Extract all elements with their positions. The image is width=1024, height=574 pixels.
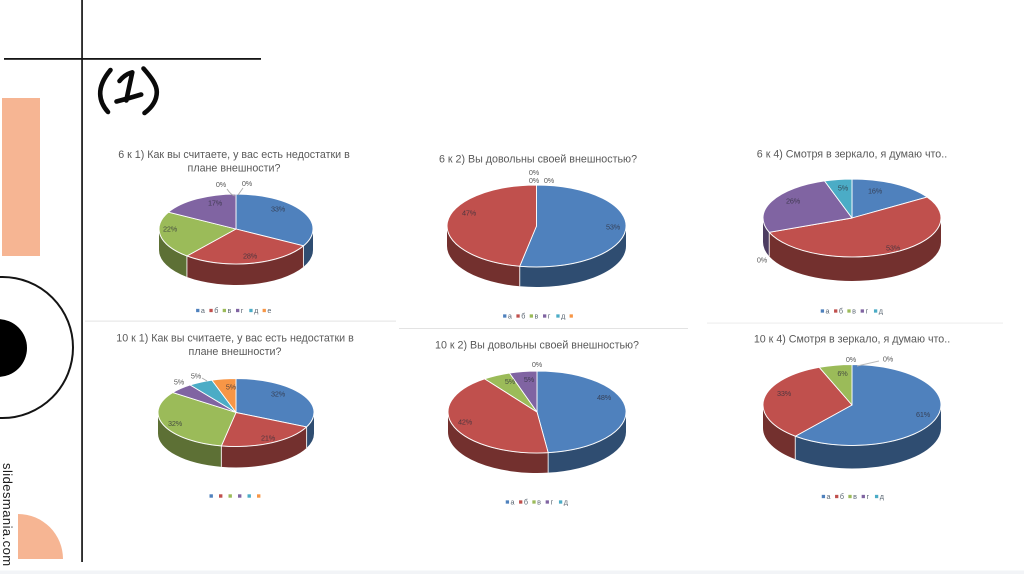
svg-text:28%: 28% (243, 252, 258, 261)
svg-text:в: в (535, 312, 539, 321)
svg-text:32%: 32% (271, 390, 286, 399)
svg-text:0%: 0% (529, 176, 540, 185)
svg-text:б: б (840, 492, 844, 501)
svg-text:д: д (561, 312, 566, 321)
svg-text:д: д (254, 306, 259, 315)
svg-text:6 к 1) Как вы считаете, у вас: 6 к 1) Как вы считаете, у вас есть недос… (118, 149, 350, 161)
svg-text:б: б (839, 307, 843, 316)
svg-text:16%: 16% (868, 187, 883, 196)
svg-text:0%: 0% (883, 355, 894, 364)
svg-text:32%: 32% (168, 419, 183, 428)
svg-text:48%: 48% (597, 393, 612, 402)
svg-text:21%: 21% (261, 434, 276, 443)
svg-text:10 к 1) Как вы считаете, у вас: 10 к 1) Как вы считаете, у вас есть недо… (116, 333, 354, 345)
svg-text:slidesmania.com: slidesmania.com (0, 463, 15, 567)
svg-text:0%: 0% (544, 176, 555, 185)
svg-text:6 к 4) Смотря в зеркало, я дум: 6 к 4) Смотря в зеркало, я думаю что.. (757, 149, 947, 161)
svg-text:е: е (267, 306, 271, 315)
svg-text:плане внешности?: плане внешности? (188, 163, 281, 175)
svg-text:33%: 33% (777, 389, 792, 398)
svg-text:г: г (548, 312, 551, 321)
svg-text:47%: 47% (462, 209, 477, 218)
svg-text:плане внешности?: плане внешности? (189, 346, 282, 358)
svg-text:17%: 17% (208, 199, 223, 208)
svg-text:д: д (880, 492, 885, 501)
svg-text:д: д (879, 307, 884, 316)
svg-text:42%: 42% (458, 418, 473, 427)
svg-text:а: а (827, 492, 831, 501)
svg-text:в: в (853, 492, 857, 501)
svg-text:26%: 26% (786, 197, 801, 206)
svg-text:в: в (537, 498, 541, 507)
svg-text:г: г (865, 307, 868, 316)
svg-text:0%: 0% (216, 180, 227, 189)
svg-text:0%: 0% (529, 168, 540, 177)
svg-text:б: б (524, 498, 528, 507)
svg-text:а: а (508, 312, 512, 321)
svg-text:10 к 4) Смотря в зеркало, я ду: 10 к 4) Смотря в зеркало, я думаю что.. (754, 334, 950, 346)
svg-text:а: а (201, 306, 205, 315)
svg-text:5%: 5% (505, 377, 516, 386)
svg-text:61%: 61% (916, 410, 931, 419)
svg-text:а: а (826, 307, 830, 316)
svg-text:5%: 5% (226, 383, 237, 392)
svg-text:а: а (511, 498, 515, 507)
svg-text:г: г (866, 492, 869, 501)
svg-text:в: в (852, 307, 856, 316)
svg-text:г: г (550, 498, 553, 507)
svg-text:5%: 5% (524, 375, 535, 384)
svg-text:5%: 5% (191, 372, 202, 381)
svg-text:д: д (564, 498, 569, 507)
svg-text:53%: 53% (606, 223, 621, 232)
svg-text:33%: 33% (271, 205, 286, 214)
svg-text:10 к 2) Вы довольны своей внеш: 10 к 2) Вы довольны своей внешностью? (435, 340, 639, 352)
svg-text:0%: 0% (532, 360, 543, 369)
svg-text:53%: 53% (886, 244, 901, 253)
svg-text:г: г (241, 306, 244, 315)
svg-text:6 к 2) Вы довольны своей внешн: 6 к 2) Вы довольны своей внешностью? (439, 154, 637, 166)
svg-text:5%: 5% (174, 378, 185, 387)
svg-text:0%: 0% (242, 179, 253, 188)
svg-text:5%: 5% (838, 184, 849, 193)
svg-text:0%: 0% (846, 355, 857, 364)
svg-text:б: б (521, 312, 525, 321)
svg-text:6%: 6% (837, 369, 848, 378)
svg-text:22%: 22% (163, 225, 178, 234)
svg-text:б: б (214, 306, 218, 315)
svg-text:в: в (228, 306, 232, 315)
svg-text:0%: 0% (757, 256, 768, 265)
